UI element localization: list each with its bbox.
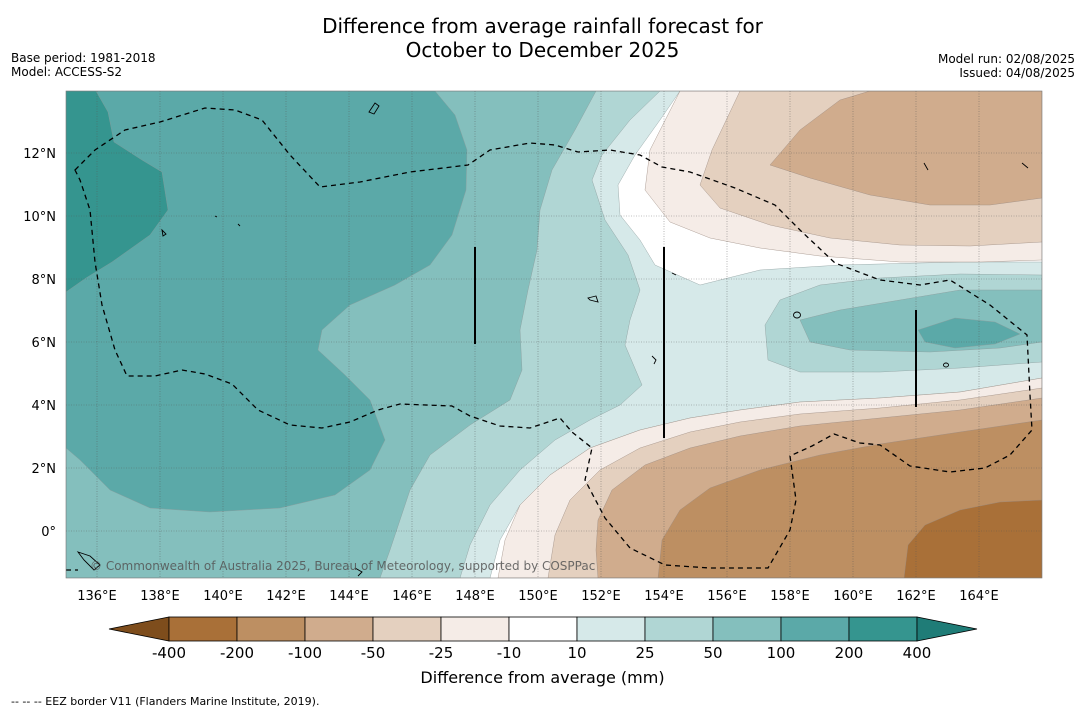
lon-label: 144°E — [329, 589, 369, 604]
footer-note: -- -- -- EEZ border V11 (Flanders Marine… — [11, 695, 320, 708]
colorbar-tick-label: -50 — [361, 644, 386, 662]
contour-100-200-east — [917, 317, 1021, 349]
colorbar-extend-high — [916, 616, 978, 642]
base-period-text: Base period: 1981-2018 — [11, 51, 156, 65]
lon-label: 140°E — [203, 589, 243, 604]
colorbar-segment — [780, 616, 850, 642]
chart-title: Difference from average rainfall forecas… — [0, 14, 1085, 62]
meta-right: Model run: 02/08/2025 Issued: 04/08/2025 — [938, 52, 1075, 80]
colorbar-tick-label: 10 — [567, 644, 586, 662]
colorbar-segment — [576, 616, 646, 642]
colorbar-tick-label: -25 — [429, 644, 454, 662]
colorbar-tick-label: -400 — [152, 644, 186, 662]
marker-lines — [474, 247, 917, 438]
meta-left: Base period: 1981-2018 Model: ACCESS-S2 — [11, 51, 156, 79]
lon-label: 156°E — [707, 589, 747, 604]
lon-label: 154°E — [644, 589, 684, 604]
latitude-labels: 12°N 10°N 8°N 6°N 4°N 2°N 0° — [23, 147, 56, 540]
colorbar-segment — [304, 616, 374, 642]
colorbar-segment — [644, 616, 714, 642]
colorbar-tick-labels: -400 -200 -100 -50 -25 -10 10 25 50 100 … — [152, 644, 931, 662]
lat-label: 8°N — [32, 273, 57, 288]
colorbar-tick-label: 100 — [767, 644, 796, 662]
lat-label: 4°N — [32, 399, 57, 414]
lon-label: 148°E — [455, 589, 495, 604]
colorbar-tick-label: -200 — [220, 644, 254, 662]
lon-label: 150°E — [518, 589, 558, 604]
lat-label: 10°N — [23, 210, 56, 225]
lon-label: 138°E — [140, 589, 180, 604]
model-run-text: Model run: 02/08/2025 — [937, 52, 1075, 66]
lon-label: 158°E — [770, 589, 810, 604]
eez-borders — [66, 107, 1033, 571]
colorbar-segment — [848, 616, 918, 642]
colorbar-tick-label: 50 — [703, 644, 722, 662]
colorbar-extend-low — [108, 616, 170, 642]
lon-label: 152°E — [581, 589, 621, 604]
map-frame — [65, 90, 1043, 579]
lon-label: 160°E — [833, 589, 873, 604]
lat-label: 2°N — [32, 462, 57, 477]
colorbar-tick-label: 25 — [635, 644, 654, 662]
longitude-labels: 136°E 138°E 140°E 142°E 144°E 146°E 148°… — [77, 589, 999, 604]
colorbar-segment — [712, 616, 782, 642]
parallel-gridlines — [66, 152, 1042, 532]
colorbar-tick-label: -100 — [288, 644, 322, 662]
colorbar-tick-label: 200 — [835, 644, 864, 662]
title-line-1: Difference from average rainfall forecas… — [322, 14, 763, 38]
lon-label: 142°E — [266, 589, 306, 604]
colorbar-segment — [508, 616, 578, 642]
lat-label: 6°N — [32, 336, 57, 351]
copyright-text: © Commonwealth of Australia 2025, Bureau… — [90, 559, 595, 573]
island-outlines — [76, 102, 1029, 577]
title-line-2: October to December 2025 — [405, 38, 680, 62]
lon-label: 136°E — [77, 589, 117, 604]
issued-text: Issued: 04/08/2025 — [959, 66, 1075, 80]
contour-neg200-neg400-se — [903, 499, 1042, 578]
contour-neg50-neg100-ne — [769, 91, 1042, 206]
colorbar-segment — [372, 616, 442, 642]
colorbar-tick-label: -10 — [497, 644, 522, 662]
colorbar-segment — [168, 616, 238, 642]
lon-label: 164°E — [959, 589, 999, 604]
contour-fields: © Commonwealth of Australia 2025, Bureau… — [66, 91, 1042, 578]
lon-label: 162°E — [896, 589, 936, 604]
colorbar-tick-label: 400 — [903, 644, 932, 662]
colorbar-title: Difference from average (mm) — [420, 668, 665, 687]
contour-100-200 — [66, 91, 468, 513]
lat-label: 0° — [41, 525, 56, 540]
model-text: Model: ACCESS-S2 — [11, 65, 123, 79]
contour-200-400 — [66, 91, 169, 293]
lat-label: 12°N — [23, 147, 56, 162]
colorbar-segment — [440, 616, 510, 642]
colorbar-segment — [236, 616, 306, 642]
lon-label: 146°E — [392, 589, 432, 604]
colorbar — [108, 616, 978, 642]
